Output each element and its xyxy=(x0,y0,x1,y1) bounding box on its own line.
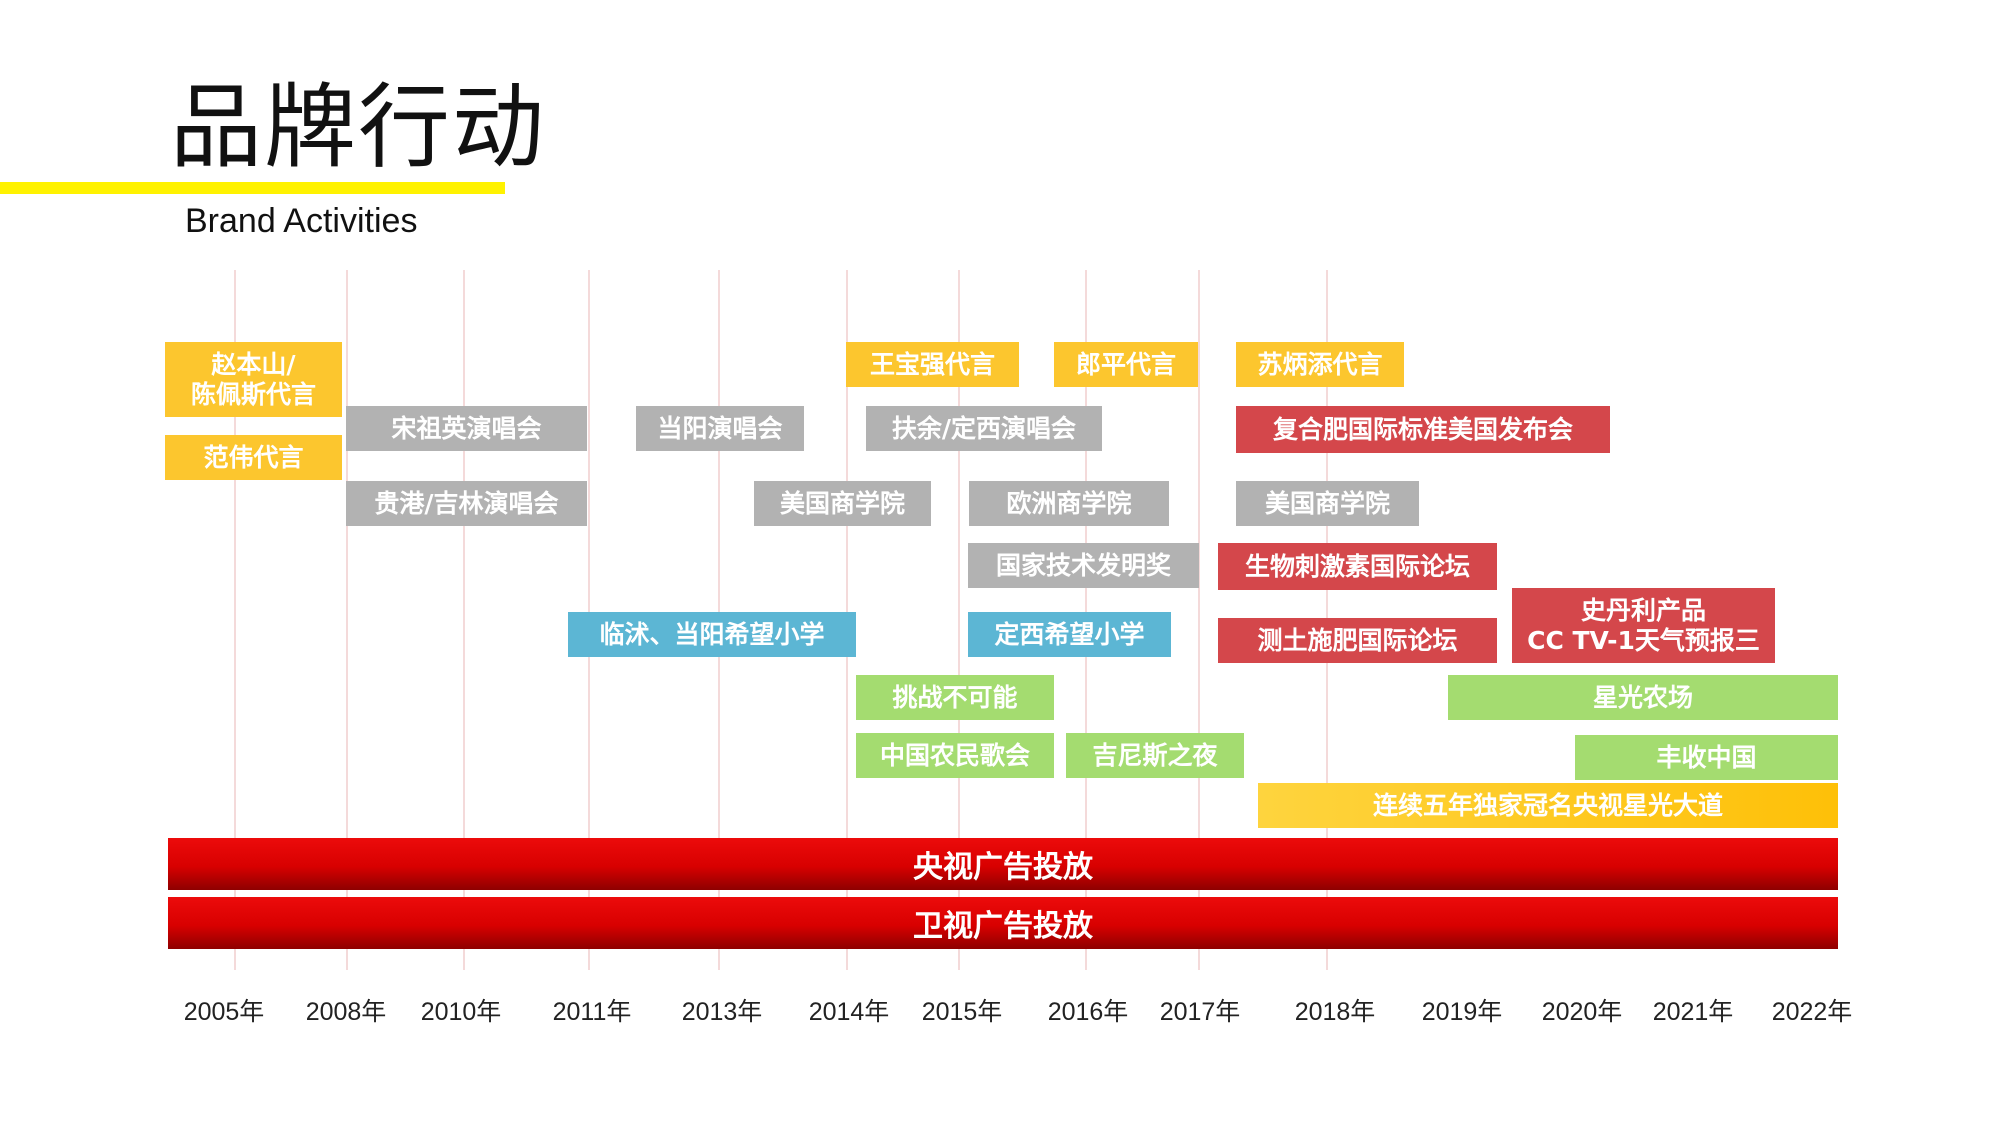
activity-fan-wei: 范伟代言 xyxy=(165,435,342,480)
activity-lang-ping: 郎平代言 xyxy=(1054,342,1198,387)
activity-us-business-1: 美国商学院 xyxy=(754,481,931,526)
year-label: 2010年 xyxy=(420,998,502,1026)
page-subtitle: Brand Activities xyxy=(185,202,418,240)
activity-linshu-school: 临沭、当阳希望小学 xyxy=(568,612,856,657)
activity-wang-baoqiang: 王宝强代言 xyxy=(846,342,1019,387)
year-label: 2013年 xyxy=(681,998,763,1026)
activity-guinness: 吉尼斯之夜 xyxy=(1066,733,1244,778)
activity-tech-award: 国家技术发明奖 xyxy=(968,543,1199,588)
year-label: 2019年 xyxy=(1421,998,1503,1026)
activity-challenge: 挑战不可能 xyxy=(856,675,1054,720)
year-label: 2021年 xyxy=(1652,998,1734,1026)
year-gridline xyxy=(234,270,236,970)
activity-song-zuying: 宋祖英演唱会 xyxy=(346,406,587,451)
activity-farmer-gala: 中国农民歌会 xyxy=(856,733,1054,778)
activity-su-bingtian: 苏炳添代言 xyxy=(1236,342,1404,387)
activity-us-business-2: 美国商学院 xyxy=(1236,481,1419,526)
activity-guigang-jilin: 贵港/吉林演唱会 xyxy=(346,481,587,526)
year-gridline xyxy=(958,270,960,970)
activity-compound-us: 复合肥国际标准美国发布会 xyxy=(1236,406,1610,453)
activity-euro-business: 欧洲商学院 xyxy=(969,481,1169,526)
activity-cctv1-weather: 史丹利产品 CC TV-1天气预报三 xyxy=(1512,588,1775,663)
year-label: 2005年 xyxy=(183,998,265,1026)
activity-star-farm: 星光农场 xyxy=(1448,675,1838,720)
activity-biostim: 生物刺激素国际论坛 xyxy=(1218,543,1497,590)
activity-dingxi-school: 定西希望小学 xyxy=(968,612,1171,657)
year-label: 2015年 xyxy=(921,998,1003,1026)
year-gridline xyxy=(346,270,348,970)
year-label: 2017年 xyxy=(1159,998,1241,1026)
activity-star-avenue: 连续五年独家冠名央视星光大道 xyxy=(1258,783,1838,828)
activity-zhao-benshan: 赵本山/ 陈佩斯代言 xyxy=(165,342,342,417)
activity-harvest-china: 丰收中国 xyxy=(1575,735,1838,780)
year-label: 2020年 xyxy=(1541,998,1623,1026)
year-label: 2008年 xyxy=(305,998,387,1026)
year-label: 2022年 xyxy=(1771,998,1853,1026)
year-label: 2014年 xyxy=(808,998,890,1026)
year-gridline xyxy=(1198,270,1200,970)
activity-fuyu-dingxi: 扶余/定西演唱会 xyxy=(866,406,1102,451)
activity-dangyang-concert: 当阳演唱会 xyxy=(636,406,804,451)
year-label: 2016年 xyxy=(1047,998,1129,1026)
cctv-ad-bar: 央视广告投放 xyxy=(168,838,1838,890)
year-gridline xyxy=(463,270,465,970)
satellite-tv-ad-bar: 卫视广告投放 xyxy=(168,897,1838,949)
title-underline xyxy=(0,182,505,194)
activity-soil-forum: 测土施肥国际论坛 xyxy=(1218,618,1497,663)
page-title: 品牌行动 xyxy=(170,74,547,181)
year-label: 2018年 xyxy=(1294,998,1376,1026)
year-label: 2011年 xyxy=(552,998,632,1026)
